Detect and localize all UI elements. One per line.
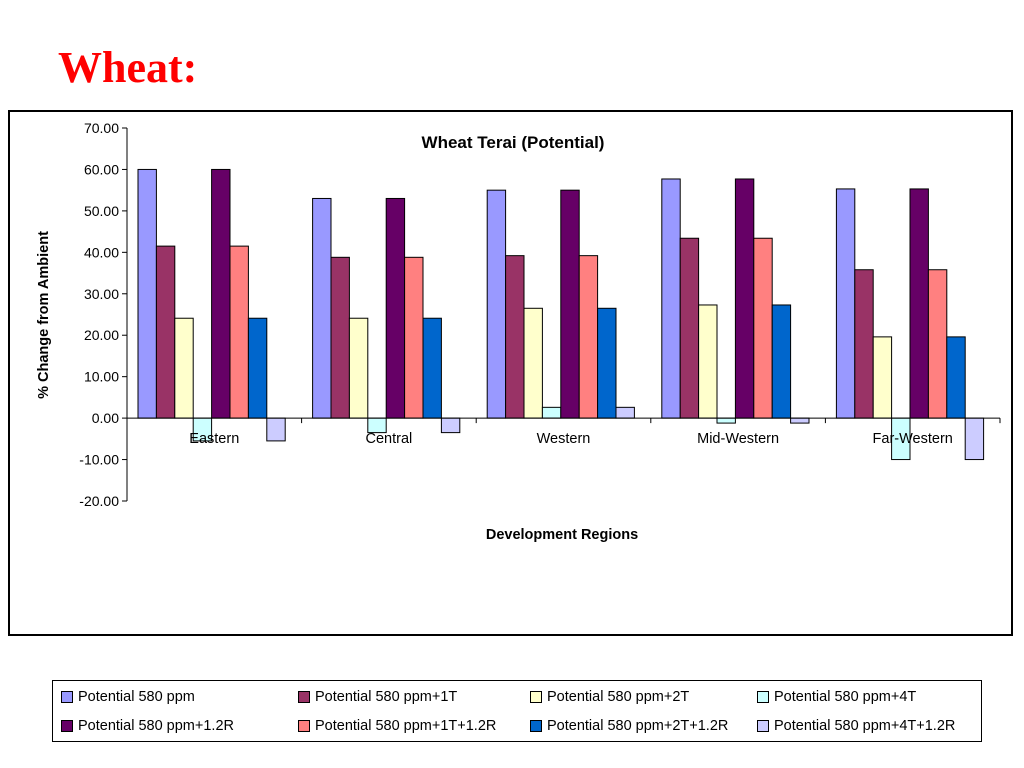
bar: [486, 189, 507, 419]
y-tick-label: 30.00: [84, 286, 119, 302]
chart-bars: [137, 168, 985, 461]
bar: [560, 189, 580, 419]
bar: [155, 245, 176, 419]
legend-swatch: [61, 720, 73, 732]
x-tick-label: Far-Western: [873, 431, 953, 447]
bar: [174, 317, 194, 419]
legend-swatch: [298, 720, 310, 732]
y-tick-label: 50.00: [84, 203, 119, 219]
bar: [422, 317, 442, 419]
y-tick-label: -20.00: [79, 493, 119, 509]
bar: [771, 304, 792, 419]
bar: [854, 269, 874, 419]
legend-item: Potential 580 ppm: [61, 687, 195, 707]
bar: [404, 256, 424, 419]
bar: [964, 417, 985, 461]
legend-item: Potential 580 ppm+1T: [298, 687, 457, 707]
y-tick-label: 0.00: [92, 410, 119, 426]
chart-legend: Potential 580 ppm Potential 580 ppm+1T Pot…: [52, 680, 982, 742]
legend-label: Potential 580 ppm+4T+1.2R: [774, 718, 956, 734]
legend-label: Potential 580 ppm+4T: [774, 689, 917, 705]
bar: [440, 417, 461, 434]
y-tick-label: 60.00: [84, 161, 119, 177]
legend-label: Potential 580 ppm+1T+1.2R: [315, 718, 497, 734]
chart-container: 70.00 60.00 50.00 40.00 30.00 20.00 10.00 0.00 -…: [8, 110, 1013, 742]
legend-swatch: [757, 691, 769, 703]
bar: [679, 237, 700, 419]
x-tick-label: Eastern: [189, 431, 239, 447]
bar: [753, 237, 773, 419]
bar: [716, 417, 736, 424]
legend-item: Potential 580 ppm+2T: [530, 687, 689, 707]
bar: [523, 307, 543, 419]
y-tick-label: 40.00: [84, 244, 119, 260]
bar: [330, 256, 350, 419]
bar: [927, 269, 948, 419]
legend-item: Potential 580 ppm+1.2R: [61, 716, 234, 736]
legend-item: Potential 580 ppm+4T: [757, 687, 916, 707]
bar: [385, 197, 406, 419]
legend-label: Potential 580 ppm+1.2R: [78, 718, 234, 734]
bar: [909, 188, 929, 419]
bar: [946, 336, 966, 419]
y-tick-label: 20.00: [84, 327, 119, 343]
legend-swatch: [61, 691, 73, 703]
legend-item: Potential 580 ppm+2T+1.2R: [530, 716, 728, 736]
legend-label: Potential 580 ppm+1T: [315, 689, 458, 705]
y-tick-label: 10.00: [84, 369, 119, 385]
bar: [578, 255, 599, 419]
bar: [597, 307, 617, 419]
bar: [229, 245, 249, 419]
y-axis-label: % Change from Ambient: [36, 231, 52, 399]
legend-label: Potential 580 ppm: [78, 689, 195, 705]
bar-chart: 70.00 60.00 50.00 40.00 30.00 20.00 10.00 0.00 -…: [36, 120, 1001, 543]
bar: [247, 317, 268, 419]
legend-label: Potential 580 ppm+2T: [547, 689, 690, 705]
bar: [211, 168, 231, 419]
chart-title: Wheat Terai (Potential): [422, 133, 605, 152]
bar: [661, 178, 681, 419]
legend-label: Potential 580 ppm+2T+1.2R: [547, 718, 729, 734]
chart-axes: 70.00 60.00 50.00 40.00 30.00 20.00 10.00 0.00 -…: [79, 120, 128, 509]
bar: [615, 406, 635, 419]
legend-swatch: [757, 720, 769, 732]
legend-swatch: [298, 691, 310, 703]
y-tick-label: 70.00: [84, 120, 119, 136]
legend-swatch: [530, 691, 542, 703]
bar: [541, 406, 562, 419]
bar: [505, 255, 525, 419]
x-tick-label: Central: [366, 431, 413, 447]
bar: [835, 188, 856, 419]
legend-item: Potential 580 ppm+1T+1.2R: [298, 716, 496, 736]
bar: [734, 178, 755, 419]
legend-swatch: [530, 720, 542, 732]
x-tick-label: Mid-Western: [697, 431, 779, 447]
bar: [790, 417, 810, 424]
x-axis-label: Development Regions: [486, 527, 638, 543]
x-tick-label: Western: [537, 431, 591, 447]
bar: [266, 417, 286, 442]
legend-item: Potential 580 ppm+4T+1.2R: [757, 716, 955, 736]
bar: [698, 304, 718, 419]
bar: [312, 197, 332, 419]
bar: [348, 317, 369, 419]
bar: [137, 168, 157, 419]
slide-title: Wheat:: [58, 43, 198, 92]
y-tick-label: -10.00: [79, 452, 119, 468]
bar: [872, 336, 893, 419]
